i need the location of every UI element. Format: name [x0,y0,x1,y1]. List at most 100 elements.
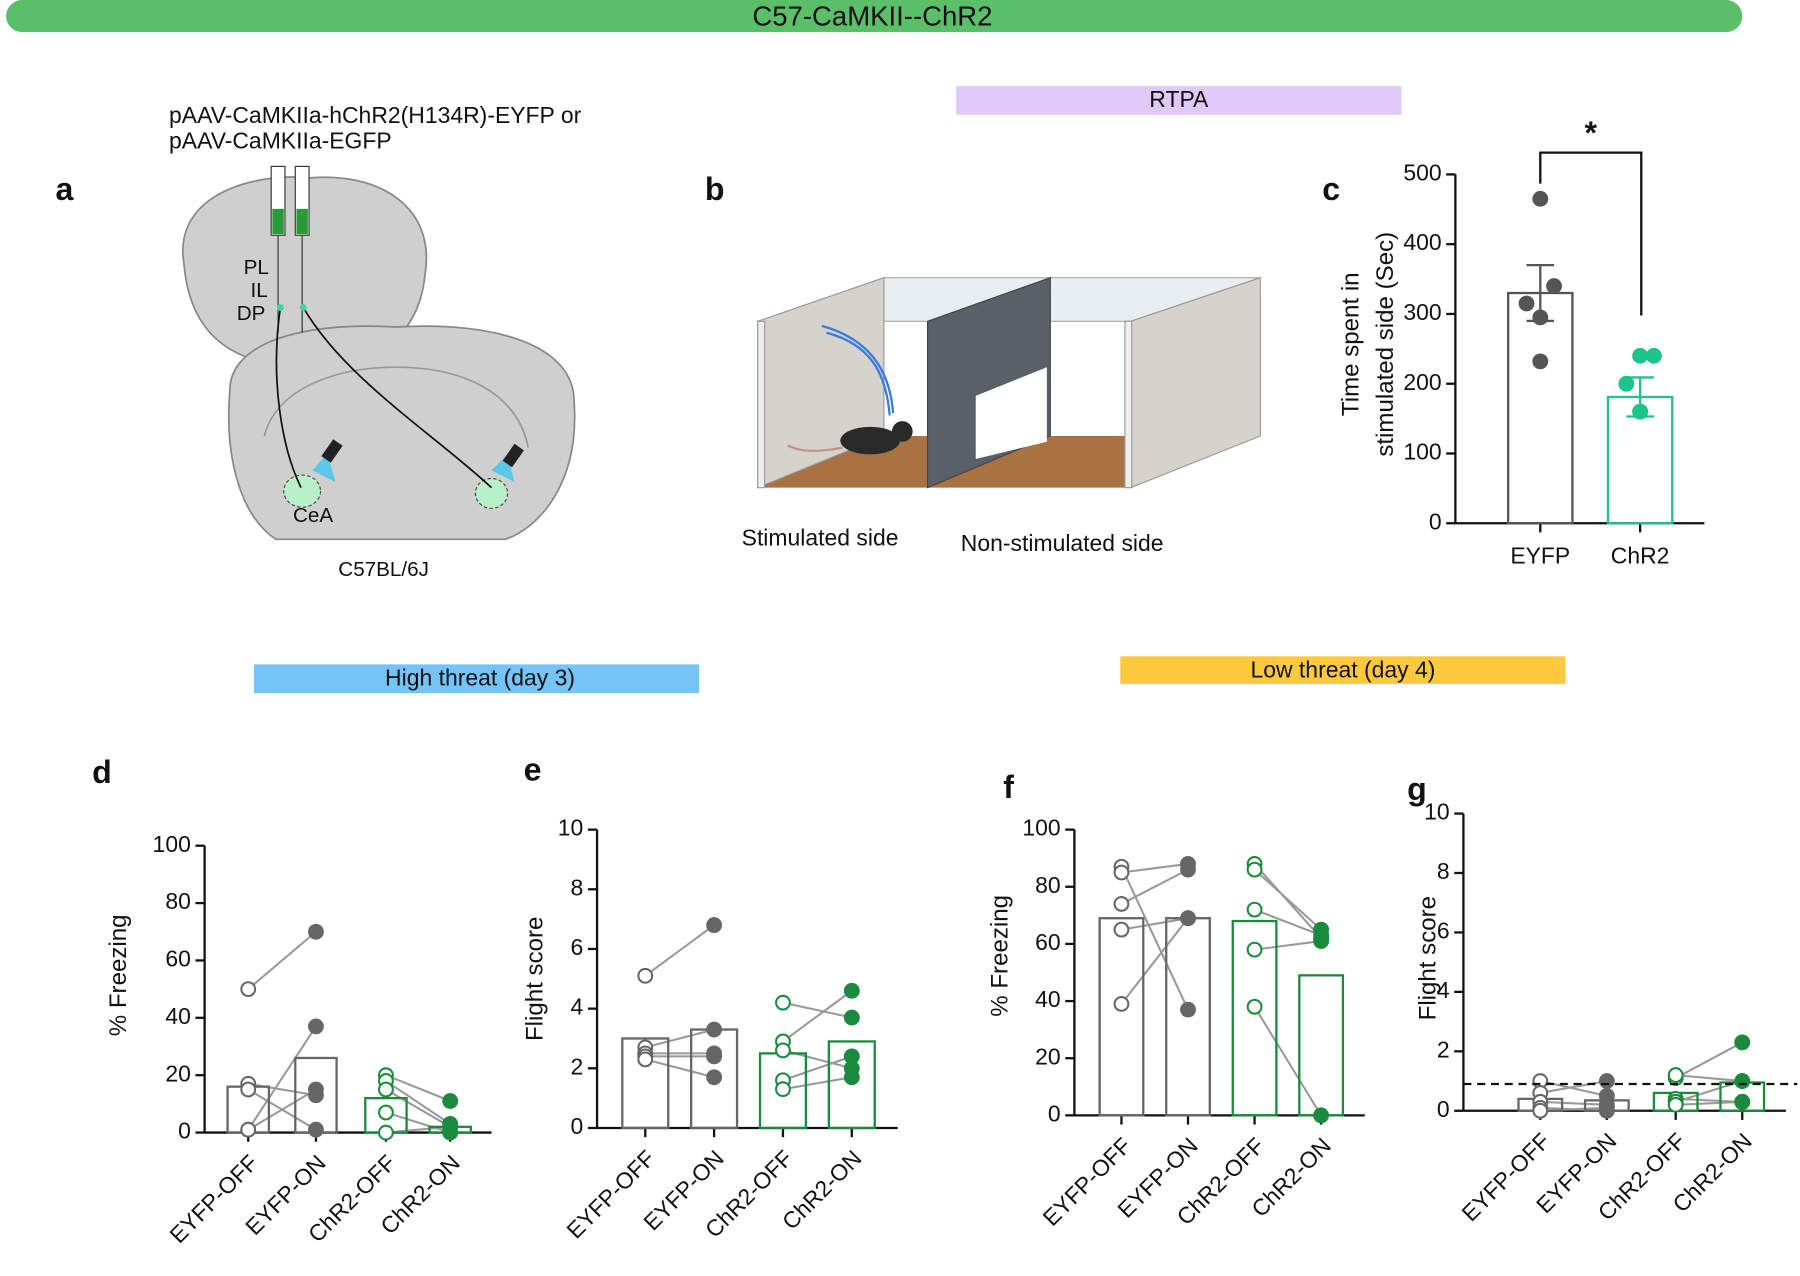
y-tick-label: 8 [1437,858,1450,884]
y-tick-label: 2 [1437,1036,1450,1062]
x-tick-label: EYFP-OFF [561,1145,660,1244]
y-tick-label: 300 [1403,299,1441,325]
data-point [1180,861,1196,878]
y-tick-label: 0 [1429,508,1442,534]
data-point [1532,1102,1549,1119]
pair-line [247,1088,317,1131]
pair-line [1253,1006,1323,1116]
data-point [442,1093,459,1109]
data-point [378,1081,394,1098]
data-point [1113,921,1130,938]
pair-line [1253,863,1322,939]
y-axis-label: Flight score [522,917,549,1041]
data-point [240,1081,257,1098]
pair-line [247,930,317,990]
data-point [1645,347,1662,364]
significance: * [1585,115,1598,151]
data-point [775,994,791,1011]
y-tick-label: 8 [571,874,584,900]
data-point [442,1118,459,1135]
y-tick-label: 60 [165,946,191,972]
data-point [1113,864,1130,881]
y-tick-label: 40 [165,1003,191,1029]
pair-line [1253,868,1322,931]
data-point [637,967,654,984]
data-point [240,1121,257,1138]
data-point [1313,1107,1330,1124]
region-label: PL [244,256,269,279]
strain-label: C57BL/6J [338,558,429,581]
x-tick-label: ChR2 [1611,543,1670,569]
y-axis-label: % Freezing [986,895,1013,1017]
pair-line [782,1001,853,1019]
region-label: DP [237,302,266,325]
banner-text: High threat (day 3) [385,664,575,690]
data-point [1532,353,1549,370]
y-tick-label: 4 [571,994,584,1020]
banner [1120,656,1566,684]
pair-line [1120,917,1189,1005]
data-point [775,1042,791,1059]
virus-label: pAAV-CaMKIIa-hChR2(H134R)-EYFP or [169,102,582,128]
side-label: Stimulated side [742,524,899,550]
data-point [1667,1067,1684,1084]
panel-label: e [524,752,542,788]
pair-line [1540,1100,1607,1106]
pair-line [1254,940,1322,951]
data-point [308,1081,324,1098]
data-point [1734,1093,1751,1110]
y-axis-label: stimulated side (Sec) [1372,232,1399,457]
x-tick-label: EYFP-OFF [1456,1128,1555,1227]
data-point [308,1121,324,1138]
data-point [637,1051,654,1068]
panel-label: c [1322,171,1340,207]
pair-line [1675,1100,1743,1106]
bar [1298,974,1345,1117]
y-tick-label: 10 [1424,799,1450,825]
data-point [1667,1096,1684,1113]
y-tick-label: 80 [165,888,191,914]
pair-line [1120,866,1189,1011]
pair-line [782,1055,853,1082]
panel-label: d [92,754,112,790]
data-point [843,1060,860,1077]
y-tick-label: 500 [1403,159,1441,185]
banner [253,664,700,694]
data-point [1598,1099,1615,1116]
y-tick-label: 60 [1035,929,1061,955]
x-tick-label: EYFP [1510,543,1570,569]
y-axis-label: Flight score [1414,896,1441,1020]
bar [1231,919,1278,1117]
data-point [1180,1001,1196,1018]
y-tick-label: 80 [1035,872,1061,898]
virus-label: pAAV-CaMKIIa-EGFP [169,127,392,153]
pair-line [782,989,853,1043]
y-tick-label: 20 [1035,1043,1061,1069]
x-tick-label: EYFP-OFF [1038,1132,1137,1231]
y-tick-label: 10 [558,815,584,841]
data-point [1632,403,1649,420]
data-point [775,1081,791,1098]
y-tick-label: 100 [1022,815,1060,841]
bar [1098,917,1145,1117]
data-point [1246,998,1263,1015]
data-point [1246,941,1263,958]
bar [1507,291,1574,525]
chamber-diagram [757,276,1261,489]
data-point [1546,278,1562,294]
y-tick-label: 0 [1437,1096,1450,1122]
banner-text: RTPA [1149,86,1209,112]
x-tick-label: EYFP-OFF [164,1150,263,1249]
data-point [706,1021,723,1038]
pair-line [1121,917,1189,931]
region-label: CeA [293,504,333,527]
data-point [240,981,257,998]
y-axis-label: Time spent in [1337,272,1364,416]
y-tick-label: 400 [1403,229,1441,255]
pair-line [1121,862,1189,874]
region-label: IL [251,279,268,302]
pair-line [247,1025,317,1131]
banner [956,86,1402,115]
